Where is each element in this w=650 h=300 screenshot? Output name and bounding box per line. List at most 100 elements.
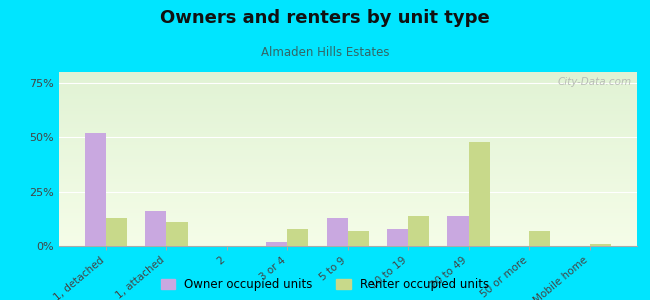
Bar <box>58 237 637 238</box>
Bar <box>529 231 551 246</box>
Bar <box>58 191 637 192</box>
Text: Owners and renters by unit type: Owners and renters by unit type <box>160 9 490 27</box>
Bar <box>58 220 637 221</box>
Bar <box>58 169 637 170</box>
Bar <box>58 212 637 213</box>
Text: City-Data.com: City-Data.com <box>557 77 631 87</box>
Bar <box>58 152 637 153</box>
Bar <box>58 76 637 77</box>
Bar <box>58 178 637 179</box>
Bar <box>469 142 490 246</box>
Bar <box>58 73 637 74</box>
Bar <box>387 229 408 246</box>
Bar <box>58 176 637 177</box>
Bar <box>58 161 637 162</box>
Bar <box>58 204 637 205</box>
Bar <box>58 77 637 78</box>
Bar <box>58 89 637 90</box>
Bar <box>58 222 637 223</box>
Bar <box>58 141 637 142</box>
Bar <box>58 82 637 83</box>
Legend: Owner occupied units, Renter occupied units: Owner occupied units, Renter occupied un… <box>161 278 489 291</box>
Bar <box>58 154 637 155</box>
Bar <box>58 106 637 107</box>
Bar <box>58 166 637 167</box>
Bar <box>348 231 369 246</box>
Bar <box>84 133 106 246</box>
Bar <box>58 179 637 180</box>
Bar <box>58 117 637 118</box>
Bar <box>58 100 637 101</box>
Bar <box>58 93 637 94</box>
Bar <box>58 144 637 145</box>
Bar <box>58 219 637 220</box>
Bar <box>58 151 637 152</box>
Bar <box>58 136 637 137</box>
Bar <box>58 142 637 143</box>
Bar <box>58 147 637 148</box>
Bar <box>58 108 637 109</box>
Bar <box>58 231 637 232</box>
Bar <box>58 190 637 191</box>
Bar <box>590 244 611 246</box>
Bar <box>58 235 637 236</box>
Bar <box>58 196 637 197</box>
Bar <box>58 217 637 218</box>
Bar <box>58 228 637 229</box>
Bar <box>58 211 637 212</box>
Bar <box>58 193 637 194</box>
Bar <box>58 83 637 84</box>
Bar <box>58 98 637 99</box>
Bar <box>58 207 637 208</box>
Bar <box>58 165 637 166</box>
Bar <box>58 127 637 128</box>
Bar <box>58 94 637 95</box>
Bar <box>58 129 637 130</box>
Bar <box>58 80 637 81</box>
Bar <box>58 232 637 233</box>
Bar <box>58 134 637 135</box>
Bar <box>58 182 637 183</box>
Bar <box>447 215 469 246</box>
Bar <box>58 79 637 80</box>
Bar <box>58 111 637 112</box>
Bar <box>58 145 637 146</box>
Bar <box>58 194 637 195</box>
Bar <box>58 173 637 174</box>
Bar <box>58 208 637 209</box>
Bar <box>58 234 637 235</box>
Bar <box>58 169 637 170</box>
Bar <box>58 156 637 157</box>
Bar <box>58 225 637 226</box>
Bar <box>58 221 637 222</box>
Bar <box>58 74 637 75</box>
Bar <box>58 185 637 186</box>
Bar <box>58 223 637 224</box>
Text: Almaden Hills Estates: Almaden Hills Estates <box>261 46 389 59</box>
Bar <box>58 122 637 123</box>
Bar <box>287 229 309 246</box>
Bar <box>58 128 637 129</box>
Bar <box>58 209 637 210</box>
Bar <box>58 177 637 178</box>
Bar <box>326 218 348 246</box>
Bar <box>58 103 637 104</box>
Bar <box>58 139 637 140</box>
Bar <box>58 213 637 214</box>
Bar <box>58 87 637 88</box>
Bar <box>58 224 637 225</box>
Bar <box>58 188 637 189</box>
Bar <box>58 125 637 126</box>
Bar <box>58 132 637 133</box>
Bar <box>58 150 637 151</box>
Bar <box>58 92 637 93</box>
Bar <box>58 215 637 216</box>
Bar <box>58 155 637 156</box>
Bar <box>58 114 637 115</box>
Bar <box>145 211 166 246</box>
Bar <box>58 210 637 211</box>
Bar <box>408 215 430 246</box>
Bar <box>58 149 637 150</box>
Bar <box>58 218 637 219</box>
Bar <box>58 78 637 79</box>
